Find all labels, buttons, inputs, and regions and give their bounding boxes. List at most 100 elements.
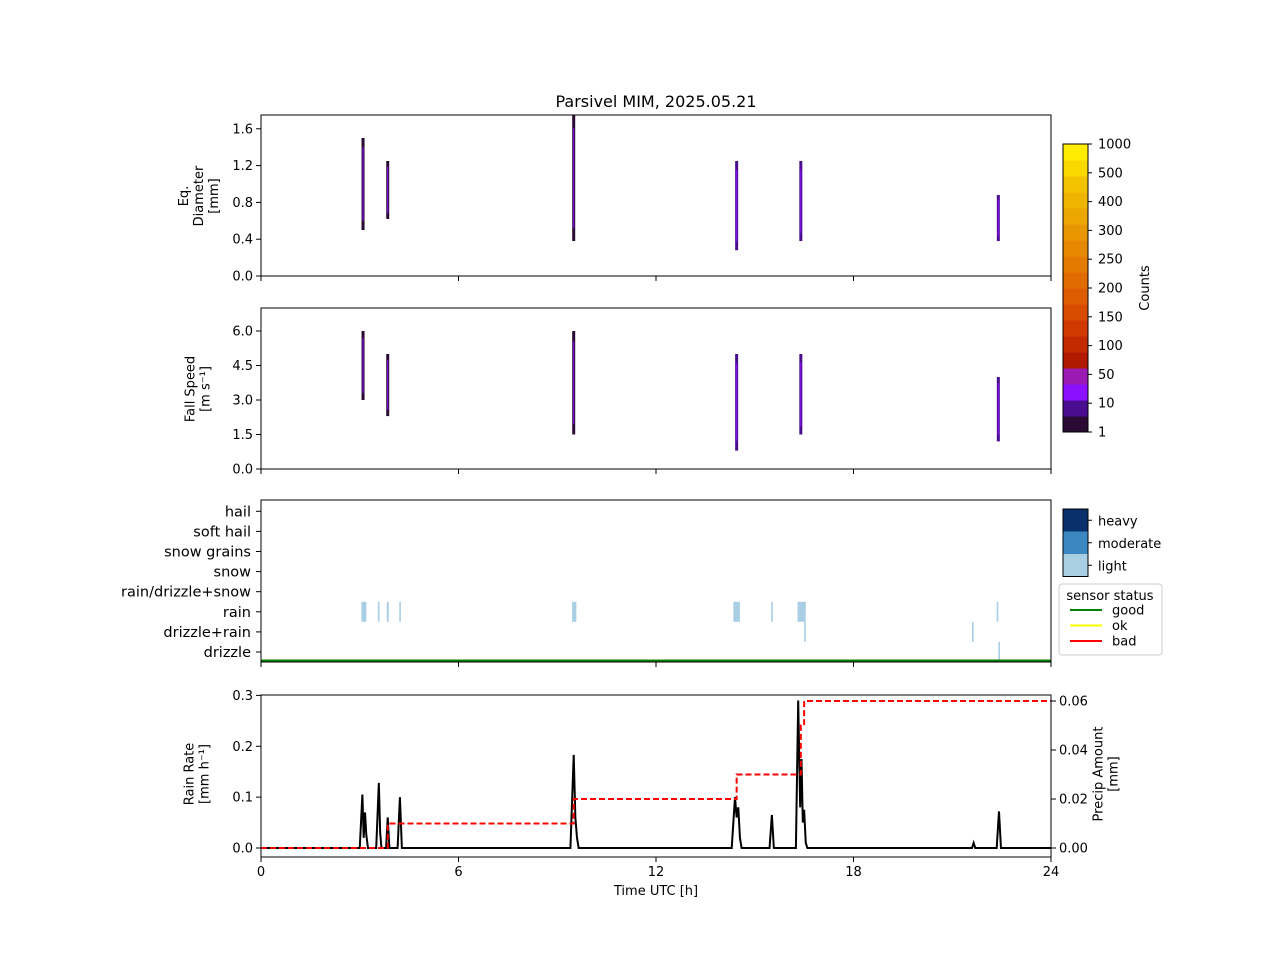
precip-type-segment [377, 601, 380, 622]
colorbar-segment [1063, 240, 1088, 257]
heatmap-cell [362, 337, 364, 394]
colorbar-segment [1063, 208, 1088, 225]
precip-type-segment [361, 601, 367, 622]
legend-label: ok [1112, 619, 1128, 634]
colorbar-segment [1063, 272, 1088, 289]
precip-type-segment [998, 642, 1000, 662]
intensity-frame [1062, 508, 1089, 577]
colorbar-segment [1063, 192, 1088, 209]
y-axis-label-line: Rain Rate [183, 743, 198, 806]
y-tick-label: 3.0 [232, 394, 253, 409]
colorbar-segment [1063, 256, 1088, 273]
legend-box [1058, 583, 1163, 656]
y2-tick-label: 0.02 [1059, 793, 1088, 808]
colorbar-segment [1063, 288, 1088, 305]
y-tick-label: 1.2 [232, 159, 253, 174]
colorbar-tick-label: 1000 [1098, 138, 1131, 153]
x-axis-label: Time UTC [h] [613, 884, 698, 899]
y-tick-label: 1.5 [232, 428, 253, 443]
colorbar-segment [1063, 176, 1088, 193]
precip-amount-line [261, 700, 1051, 849]
precip-type-panel: drizzle drizzle+rain rain rain/drizzle+snow… [121, 499, 1052, 667]
x-tick-label: 12 [648, 865, 665, 880]
y-tick-label: 0.1 [232, 791, 253, 806]
intensity-label: heavy [1098, 514, 1138, 529]
colorbar-segment [1063, 160, 1088, 177]
y-tick-label: 0.0 [232, 270, 253, 285]
category-label: rain [223, 605, 251, 621]
intensity-swatch [1063, 531, 1088, 554]
diameter-panel: 0.0 0.4 0.8 1.2 1.6 Eq.Diameter[mm] [177, 114, 1052, 285]
precip-type-segment [996, 601, 999, 622]
y2-tick-label: 0.00 [1059, 842, 1088, 857]
intensity-label: light [1098, 559, 1127, 574]
y2-axis-label-line: [mm] [1107, 756, 1122, 791]
category-label: rain/drizzle+snow [121, 585, 251, 601]
x-tick-label: 24 [1043, 865, 1060, 880]
heatmap-cell [387, 360, 389, 410]
heatmap-cell [387, 166, 389, 214]
precip-type-segment [733, 601, 740, 622]
colorbar-segment [1063, 224, 1088, 241]
y2-tick-label: 0.04 [1059, 744, 1088, 759]
colorbar-tick-label: 250 [1098, 253, 1123, 268]
legend-label: good [1112, 604, 1144, 619]
category-label: snow grains [164, 545, 251, 561]
y-axis-label: Rain Rate[mm h⁻¹] [183, 743, 213, 806]
legend-title: sensor status [1066, 589, 1153, 604]
figure-title: Parsivel MIM, 2025.05.21 [555, 92, 756, 111]
category-label: drizzle [204, 645, 251, 661]
precip-type-segment [804, 621, 806, 642]
colorbar-tick-label: 500 [1098, 166, 1123, 181]
y-axis-label: Eq.Diameter[mm] [177, 165, 222, 226]
precip-type-segment [386, 601, 389, 622]
colorbar-segment [1063, 304, 1088, 321]
y-axis-label: Fall Speed[m s⁻¹] [184, 356, 214, 422]
precip-type-segment [572, 601, 577, 622]
precip-type-segment [771, 601, 773, 622]
x-tick-label: 0 [257, 865, 265, 880]
y-tick-label: 4.5 [232, 359, 253, 374]
y2-axis-label: Precip Amount[mm] [1092, 727, 1122, 822]
heatmap-cell [736, 169, 738, 242]
heatmap-cell [736, 363, 738, 441]
heatmap-cell [800, 169, 802, 234]
legend-label: bad [1112, 635, 1136, 650]
precip-type-segment [797, 601, 806, 622]
y-axis-label-line: [mm] [207, 178, 222, 213]
colorbar-tick-label: 10 [1098, 397, 1115, 412]
colorbar-tick-label: 400 [1098, 195, 1123, 210]
colorbar-segment [1063, 144, 1088, 161]
precip-type-segment [399, 601, 401, 622]
y-axis-label-line: [mm h⁻¹] [198, 744, 213, 804]
category-label: hail [225, 504, 251, 520]
y-tick-label: 0.4 [232, 233, 253, 248]
colorbar-tick-label: 1 [1098, 426, 1106, 441]
colorbar-tick-label: 50 [1098, 368, 1115, 383]
y-axis-label-line: Fall Speed [184, 356, 199, 422]
colorbar-segment [1063, 416, 1088, 433]
y-tick-label: 0.8 [232, 196, 253, 211]
colorbar-tick-label: 200 [1098, 282, 1123, 297]
y-axis-label-line: [m s⁻¹] [199, 366, 214, 412]
colorbar-segment [1063, 336, 1088, 353]
intensity-swatch [1063, 554, 1088, 577]
category-label: snow [214, 565, 252, 581]
heatmap-cell [573, 127, 575, 229]
category-label: soft hail [193, 524, 251, 540]
heatmap-cell [362, 147, 364, 221]
colorbar-segment [1063, 352, 1088, 369]
rain-rate-panel: 0.0 0.1 0.2 0.3 0.00 0.02 0.04 0.06 0 6 12 18 24 Rain… [183, 689, 1122, 880]
y-tick-label: 0.2 [232, 740, 253, 755]
x-tick-label: 6 [454, 865, 462, 880]
colorbar-tick-label: 100 [1098, 339, 1123, 354]
colorbar-label: Counts [1138, 265, 1153, 311]
heatmap-cell [997, 383, 999, 435]
counts-colorbar: 1 10 50 100 150 200 250 300 400 500 1000 Counts [1062, 138, 1153, 441]
y-tick-label: 0.3 [232, 689, 253, 704]
colorbar-tick-label: 150 [1098, 310, 1123, 325]
precip-type-segment [972, 621, 974, 642]
colorbar-tick-label: 300 [1098, 224, 1123, 239]
